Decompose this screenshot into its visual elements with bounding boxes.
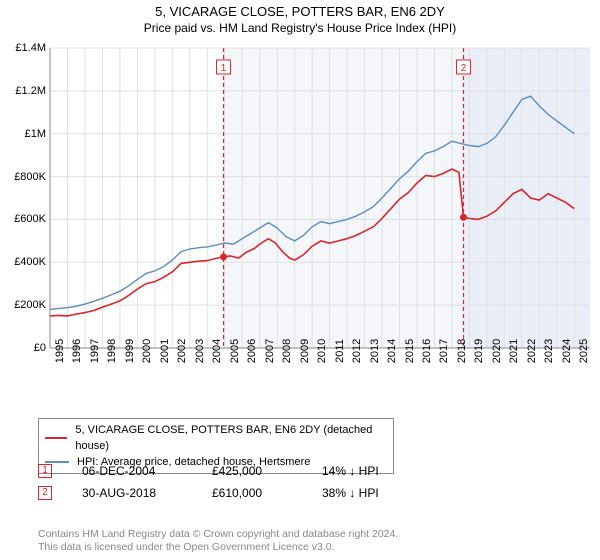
y-tick-label: £1M — [25, 128, 46, 140]
x-tick-label: 2020 — [491, 339, 503, 363]
x-tick-label: 2023 — [543, 339, 555, 363]
footer-attribution: Contains HM Land Registry data © Crown c… — [38, 528, 398, 554]
x-tick-label: 2011 — [334, 339, 346, 363]
footer-line-2: This data is licensed under the Open Gov… — [38, 541, 398, 554]
x-tick-label: 2000 — [141, 339, 153, 363]
x-tick-label: 2008 — [281, 339, 293, 363]
y-tick-label: £800K — [14, 171, 46, 183]
x-axis: 1995199619971998199920002001200220032004… — [50, 348, 590, 378]
y-axis: £0£200K£400K£600K£800K£1M£1.2M£1.4M — [0, 48, 48, 348]
x-tick-label: 2007 — [264, 339, 276, 363]
x-tick-label: 2019 — [473, 339, 485, 363]
markers-table: 1 06-DEC-2004 £425,000 14% ↓ HPI 2 30-AUG-201… — [38, 460, 578, 504]
x-tick-label: 2018 — [456, 339, 468, 363]
x-tick-label: 2014 — [386, 339, 398, 363]
x-tick-label: 1996 — [71, 339, 83, 363]
marker-diff: 14% ↓ HPI — [322, 460, 422, 482]
x-tick-label: 1995 — [54, 339, 66, 363]
x-tick-label: 2016 — [421, 339, 433, 363]
x-tick-label: 2003 — [194, 339, 206, 363]
x-tick-label: 2012 — [351, 339, 363, 363]
y-tick-label: £1.2M — [15, 85, 46, 97]
y-tick-label: £1.4M — [15, 42, 46, 54]
x-tick-label: 2015 — [404, 339, 416, 363]
x-tick-label: 2021 — [508, 339, 520, 363]
x-tick-label: 2010 — [316, 339, 328, 363]
plot-background: 12 — [50, 48, 590, 348]
y-tick-label: £200K — [14, 299, 46, 311]
y-tick-label: £400K — [14, 256, 46, 268]
x-tick-label: 2024 — [561, 339, 573, 363]
marker-date: 06-DEC-2004 — [82, 460, 182, 482]
chart-title: 5, VICARAGE CLOSE, POTTERS BAR, EN6 2DY — [0, 0, 600, 19]
marker-diff: 38% ↓ HPI — [322, 482, 422, 504]
marker-price: £425,000 — [212, 460, 292, 482]
x-tick-label: 1998 — [106, 339, 118, 363]
svg-text:1: 1 — [221, 63, 227, 74]
x-tick-label: 2017 — [438, 339, 450, 363]
x-tick-label: 2005 — [229, 339, 241, 363]
marker-row: 1 06-DEC-2004 £425,000 14% ↓ HPI — [38, 460, 578, 482]
x-tick-label: 2002 — [176, 339, 188, 363]
x-tick-label: 2013 — [369, 339, 381, 363]
x-tick-label: 2006 — [246, 339, 258, 363]
x-tick-label: 2001 — [159, 339, 171, 363]
x-tick-label: 2022 — [526, 339, 538, 363]
chart-subtitle: Price paid vs. HM Land Registry's House … — [0, 19, 600, 35]
legend-row: 5, VICARAGE CLOSE, POTTERS BAR, EN6 2DY … — [45, 422, 387, 454]
chart-area: 12 £0£200K£400K£600K£800K£1M£1.2M£1.4M 1… — [50, 48, 590, 378]
y-tick-label: £0 — [34, 342, 46, 354]
legend-label: 5, VICARAGE CLOSE, POTTERS BAR, EN6 2DY … — [75, 422, 387, 454]
marker-date: 30-AUG-2018 — [82, 482, 182, 504]
x-tick-label: 2025 — [578, 339, 590, 363]
marker-badge: 2 — [38, 486, 52, 500]
y-tick-label: £600K — [14, 213, 46, 225]
x-tick-label: 2004 — [211, 339, 223, 363]
plot-svg: 12 — [50, 48, 590, 348]
x-tick-label: 1999 — [124, 339, 136, 363]
legend-swatch — [45, 437, 67, 439]
x-tick-label: 2009 — [299, 339, 311, 363]
marker-badge: 1 — [38, 464, 52, 478]
footer-line-1: Contains HM Land Registry data © Crown c… — [38, 528, 398, 541]
x-tick-label: 1997 — [89, 339, 101, 363]
marker-row: 2 30-AUG-2018 £610,000 38% ↓ HPI — [38, 482, 578, 504]
svg-text:2: 2 — [461, 63, 467, 74]
marker-price: £610,000 — [212, 482, 292, 504]
